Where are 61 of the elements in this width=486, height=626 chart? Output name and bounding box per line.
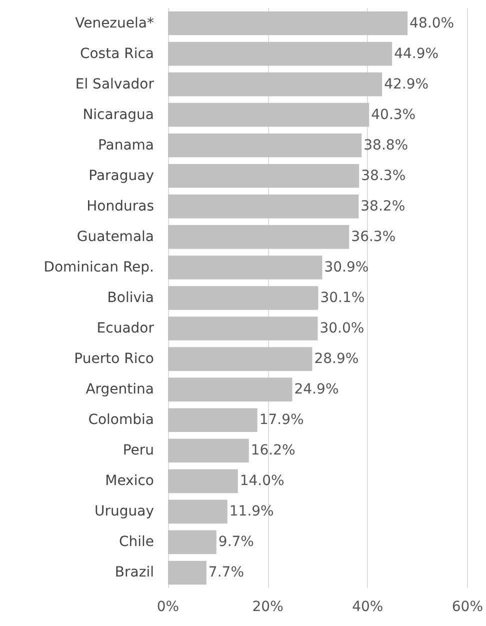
bar [168,438,249,463]
y-tick-label: Mexico [105,473,154,490]
y-tick-label: Argentina [86,382,154,398]
y-tick-label: Colombia [88,412,154,428]
bar [168,378,292,402]
bar [168,347,312,371]
y-tick-label: Nicaragua [82,106,154,123]
bar [168,72,382,96]
x-tick-label: 20% [252,599,284,615]
data-label: 24.9% [294,382,339,398]
data-label: 44.9% [394,46,439,62]
bar [168,560,206,585]
y-tick-label: Honduras [86,198,154,214]
y-tick-label: Venezuela* [75,15,154,32]
data-label: 48.0% [410,15,454,32]
bar [168,408,258,432]
data-label: 14.0% [240,473,284,490]
x-tick-label: 0% [156,599,180,615]
y-tick-label: Peru [122,442,154,459]
bar [168,530,216,554]
data-label: 30.9% [324,259,369,276]
bar [168,42,392,66]
data-label: 38.3% [361,168,406,184]
bar [168,133,362,158]
data-label: 30.1% [320,290,365,306]
bar [168,164,360,188]
bar [168,11,408,36]
data-label: 28.9% [314,351,359,368]
y-tick-label: Dominican Rep. [44,259,154,276]
data-label: 11.9% [229,504,274,520]
y-tick-label: Costa Rica [80,46,154,62]
y-tick-label: Panama [98,137,154,154]
y-tick-label: Uruguay [94,504,154,520]
y-tick-label: Puerto Rico [74,351,154,368]
bar [168,194,359,218]
data-label: 9.7% [218,534,254,550]
y-tick-label: El Salvador [75,76,154,92]
data-label: 7.7% [208,564,244,581]
bar [168,316,318,340]
y-tick-label: Bolivia [107,290,154,306]
data-label: 42.9% [384,76,429,92]
y-tick-label: Chile [118,534,154,550]
data-label: 17.9% [259,412,304,428]
x-tick-label: 60% [452,599,484,615]
x-tick-label: 40% [352,599,384,615]
data-label: 38.2% [360,198,406,214]
data-label: 36.3% [351,228,396,245]
data-label: 38.8% [364,137,408,154]
y-tick-label: Paraguay [88,168,154,184]
bar [168,286,318,310]
data-label: 40.3% [371,106,416,123]
y-tick-label: Guatemala [76,228,154,245]
y-tick-label: Brazil [114,564,154,581]
data-label: 30.0% [320,320,364,337]
bar [168,225,350,249]
data-label: 16.2% [250,442,296,459]
bar [168,102,370,127]
y-tick-label: Ecuador [96,320,154,337]
bar [168,469,238,494]
bar [168,500,228,524]
bar [168,256,322,280]
